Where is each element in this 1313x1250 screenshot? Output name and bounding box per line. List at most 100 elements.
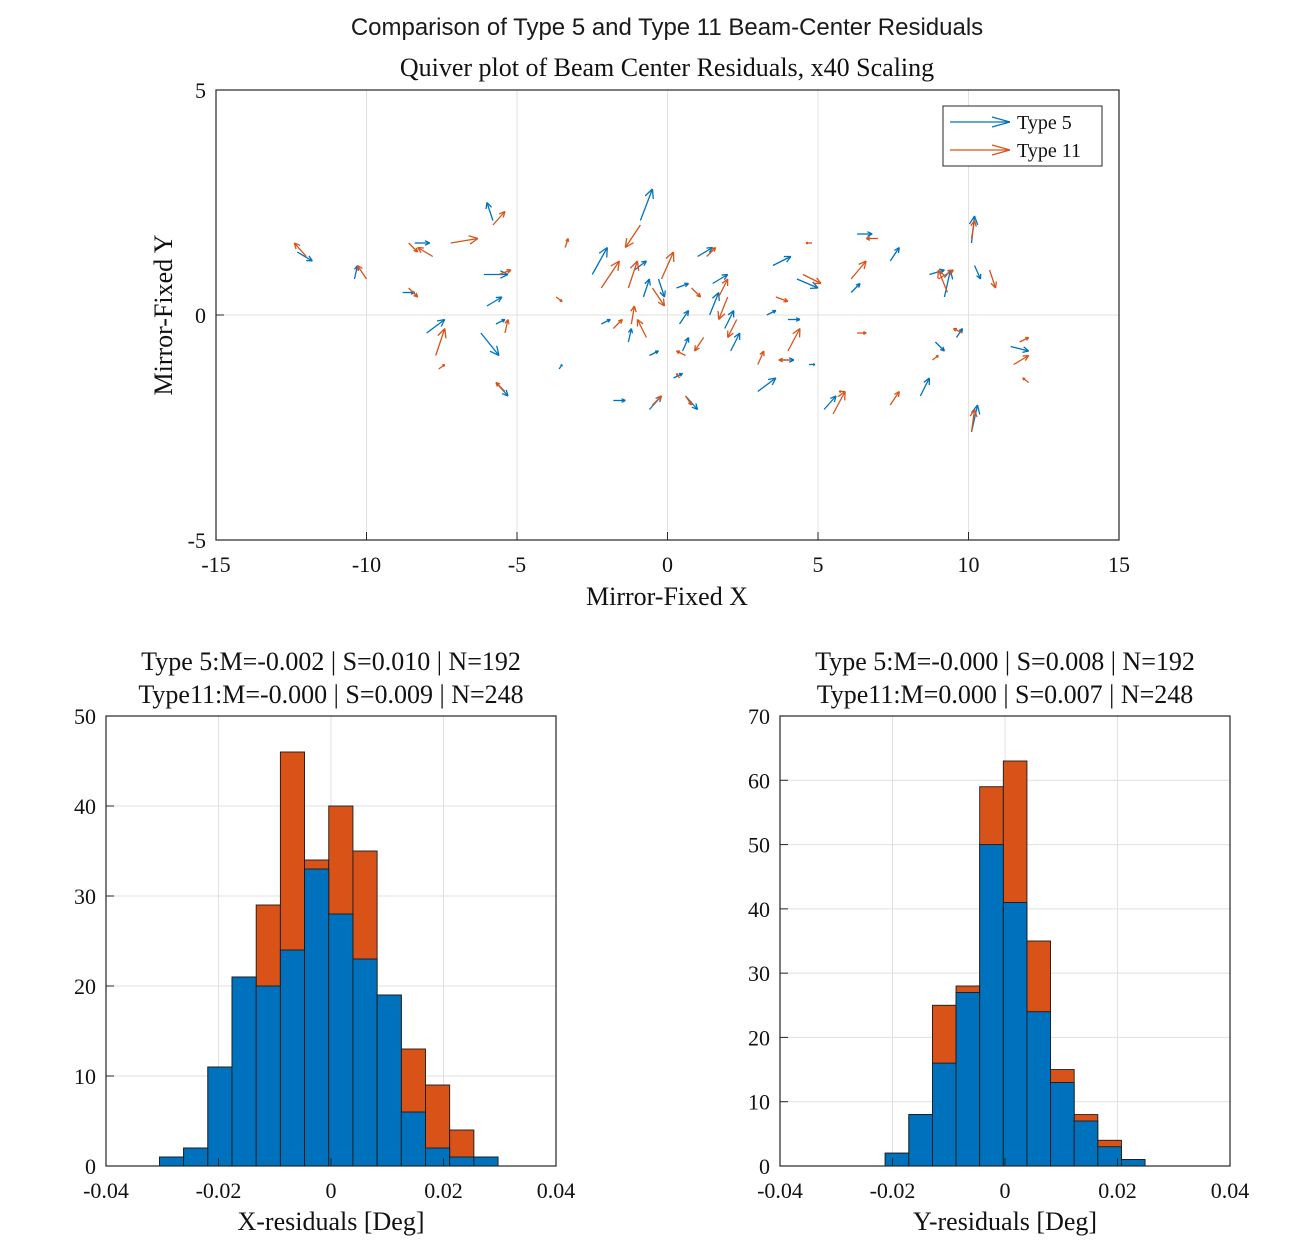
arrow-head — [644, 278, 650, 285]
arrow-shaft — [408, 287, 419, 298]
type5-arrow — [485, 202, 494, 221]
type11-arrow — [438, 363, 446, 370]
arrow-head — [939, 348, 945, 352]
quiver-xtick-label: 10 — [958, 552, 980, 577]
type5-arrow — [857, 231, 873, 237]
arrow-shaft — [600, 318, 611, 325]
histx-bar-type5 — [449, 1156, 475, 1167]
arrow-head — [498, 296, 503, 303]
type5-arrow — [495, 318, 506, 325]
type11-arrow — [865, 236, 879, 241]
quiver-xtick-label: 5 — [813, 552, 824, 577]
arrow-head — [655, 350, 659, 355]
type11-arrow — [787, 327, 801, 352]
arrow-shaft — [934, 341, 945, 352]
arrow-head — [1023, 346, 1030, 352]
arrow-head — [969, 409, 976, 417]
arrow-head — [723, 274, 729, 280]
type5-arrow — [757, 377, 777, 393]
arrow-head — [637, 318, 644, 325]
histx-xtick-label: -0.04 — [83, 1178, 129, 1203]
histy-bars — [884, 760, 1146, 1167]
arrow-shaft — [627, 260, 639, 289]
arrow-shaft — [450, 237, 478, 244]
arrow-head — [495, 296, 503, 299]
arrow-head — [971, 404, 979, 413]
arrow-head — [306, 259, 313, 262]
histy-xtick-label: -0.04 — [757, 1178, 803, 1203]
arrow-shaft — [757, 350, 765, 365]
y-residual-histogram: Type 5:M=-0.000 | S=0.008 | N=192 Type11… — [748, 647, 1249, 1236]
arrow-head — [812, 281, 819, 289]
arrow-head — [610, 260, 620, 267]
arrow-head — [502, 211, 506, 218]
histx-bars — [158, 751, 499, 1167]
arrow-head — [417, 246, 424, 249]
type11-arrow — [450, 235, 479, 245]
arrow-head — [691, 406, 698, 411]
arrow-head — [294, 242, 301, 247]
arrow-head — [507, 319, 510, 325]
arrow-shaft — [564, 238, 569, 248]
arrow-shaft — [296, 251, 313, 262]
type5-arrow — [486, 296, 503, 307]
arrow-head — [501, 392, 509, 397]
arrow-head — [947, 269, 954, 272]
arrow-head — [684, 283, 690, 288]
arrow-head — [923, 377, 930, 383]
histx-ytick-label: 50 — [74, 704, 96, 729]
type11-arrow — [718, 278, 729, 298]
arrow-shaft — [685, 395, 693, 406]
type11-arrow — [1013, 354, 1030, 366]
arrow-head — [607, 319, 611, 323]
arrow-head — [293, 242, 297, 250]
arrow-head — [838, 389, 842, 393]
arrow-head — [630, 328, 634, 334]
arrow-head — [1022, 350, 1029, 353]
type11-arrow — [931, 354, 939, 361]
arrow-head — [687, 310, 690, 317]
arrow-shaft — [919, 377, 930, 397]
quiver-xtick-label: 15 — [1108, 552, 1130, 577]
arrow-head — [696, 294, 701, 298]
arrow-head — [308, 255, 313, 262]
arrow-head — [679, 373, 684, 377]
arrow-head — [644, 188, 653, 197]
arrow-head — [1024, 355, 1030, 361]
type11-arrow — [832, 390, 846, 415]
type5-arrow — [772, 255, 792, 267]
histx-bar-type5 — [376, 994, 402, 1167]
arrow-shaft — [678, 310, 690, 325]
histy-xtick-label: 0.02 — [1098, 1178, 1137, 1203]
arrow-head — [937, 269, 940, 279]
arrow-head — [973, 409, 978, 418]
type5-arrow — [724, 309, 735, 329]
arrow-head — [713, 247, 717, 252]
arrow-head — [625, 242, 634, 249]
type11-arrow — [775, 296, 789, 303]
arrow-head — [598, 246, 608, 254]
arrow-head — [437, 328, 446, 337]
histy-xlabel: Y-residuals [Deg] — [913, 1207, 1097, 1236]
type5-arrow — [414, 240, 430, 246]
arrow-head — [863, 332, 867, 335]
type11-arrow — [693, 337, 705, 352]
histx-ytick-label: 30 — [74, 884, 96, 909]
arrow-head — [620, 319, 623, 324]
arrow-shaft — [691, 287, 702, 298]
type5-arrow — [426, 318, 446, 334]
arrow-shaft — [353, 265, 359, 280]
arrow-shaft — [627, 328, 633, 343]
arrow-head — [500, 273, 509, 279]
arrow-shaft — [929, 269, 945, 276]
arrow-head — [643, 260, 648, 266]
arrow-head — [469, 237, 479, 245]
type11-arrow — [889, 390, 900, 406]
arrow-head — [630, 305, 635, 312]
arrow-head — [629, 260, 638, 269]
quiver-ytick-label: -5 — [188, 528, 206, 553]
arrow-head — [486, 202, 493, 208]
arrow-head — [676, 372, 679, 376]
type5-arrow — [642, 278, 651, 298]
